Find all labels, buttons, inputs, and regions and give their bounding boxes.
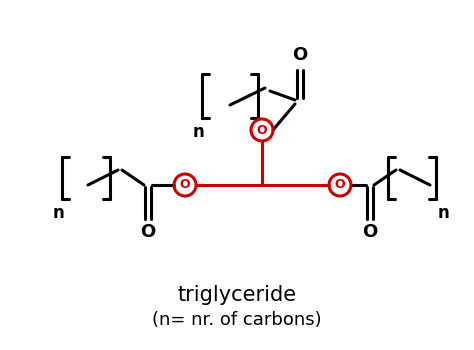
Text: triglyceride: triglyceride [177,285,297,305]
Text: O: O [292,46,308,64]
Text: n: n [438,204,450,222]
Text: O: O [335,178,346,191]
Text: O: O [257,124,267,136]
Text: O: O [180,178,191,191]
Text: O: O [363,223,378,241]
Text: (n= nr. of carbons): (n= nr. of carbons) [152,311,322,329]
Text: n: n [193,123,205,141]
Text: O: O [140,223,155,241]
Text: n: n [53,204,65,222]
